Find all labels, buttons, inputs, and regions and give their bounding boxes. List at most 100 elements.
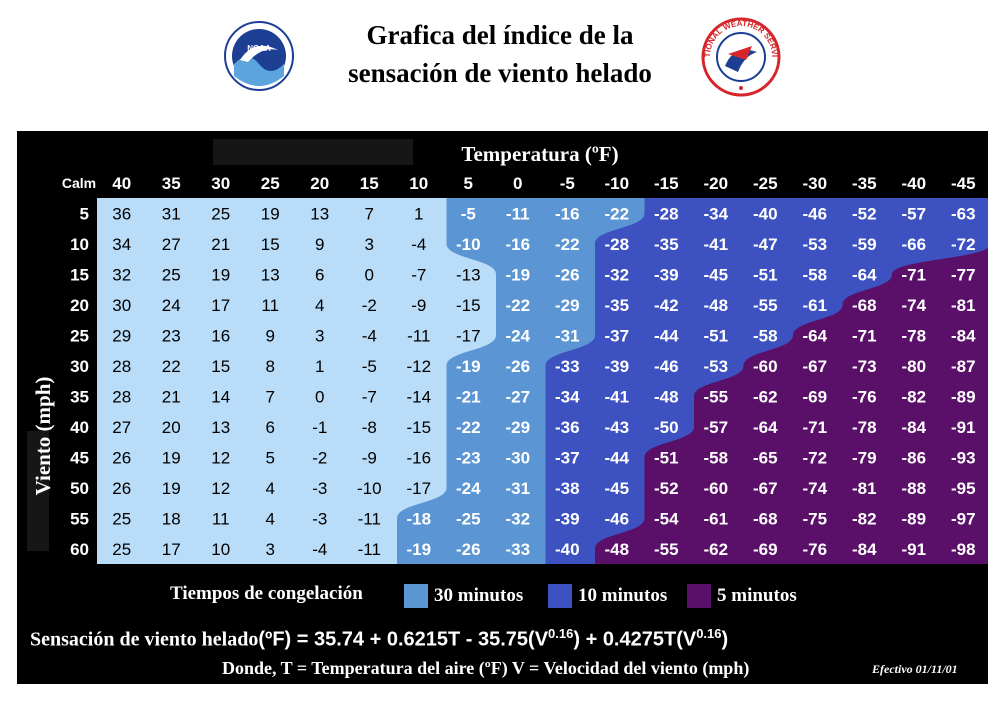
chill-value: -28 [654,204,679,223]
legend-text-10-min: 10 minutos [578,585,668,606]
chill-value: 7 [365,204,374,223]
chill-value: -50 [654,418,679,437]
chill-value: -89 [951,387,976,406]
wind-header: 45 [70,448,89,467]
chill-value: -63 [951,204,976,223]
legend-text-30-min: 30 minutos [434,585,524,606]
chill-values: 36 31 25 19 13 7 1 -5 -11 -16 -22 -28 -34 -40 -46 -52 -5… [112,204,976,559]
chill-value: -68 [753,509,778,528]
chill-value: -34 [703,204,728,223]
temperature-header: 35 [162,174,181,193]
chill-value: -8 [362,418,377,437]
chill-value: -5 [362,357,377,376]
chill-value: -57 [703,418,728,437]
wind-header: 55 [70,509,89,528]
chill-value: -16 [406,448,431,467]
chill-value: -37 [555,448,580,467]
noaa-logo: NOAA [224,21,294,91]
chill-value: -44 [654,326,679,345]
chill-value: -43 [604,418,629,437]
chill-value: -26 [456,540,481,559]
chill-value: 19 [162,479,181,498]
chill-value: 9 [315,235,324,254]
chill-value: -76 [802,540,827,559]
chill-value: -45 [703,265,728,284]
chill-value: -95 [951,479,976,498]
chill-value: 1 [315,357,324,376]
chill-value: -46 [654,357,679,376]
chill-value: -13 [456,265,481,284]
chill-value: -84 [951,326,976,345]
wind-header: 60 [70,540,89,559]
chill-value: -51 [703,326,728,345]
chill-value: 4 [266,509,275,528]
chill-value: 6 [266,418,275,437]
chill-value: 3 [315,326,324,345]
chill-value: -88 [901,479,926,498]
chill-value: -62 [753,387,778,406]
chill-value: 22 [162,357,181,376]
legend-item-10-min: 10 minutos [547,583,667,609]
chill-value: 24 [162,296,181,315]
wind-header: 20 [70,296,89,315]
legend-item-5-min: 5 minutos [686,583,797,609]
zone-band-2 [595,198,988,564]
chill-value: -67 [753,479,778,498]
chill-value: -10 [456,235,481,254]
formula-suffix: ) [721,628,729,651]
chill-value: -53 [703,357,728,376]
chill-value: -36 [555,418,580,437]
temperature-header: 5 [464,174,473,193]
chill-value: 0 [315,387,324,406]
chill-value: 19 [211,265,230,284]
chill-value: 4 [266,479,275,498]
chill-value: -18 [406,509,431,528]
wind-header: 25 [70,326,89,345]
chill-value: 3 [266,540,275,559]
chill-value: -23 [456,448,481,467]
chill-value: 13 [211,418,230,437]
chill-value: -34 [555,387,580,406]
chill-value: 0 [365,265,374,284]
chill-value: -78 [852,418,877,437]
chill-value: 6 [315,265,324,284]
chill-value: -64 [753,418,778,437]
chill-value: -9 [411,296,426,315]
chill-value: -52 [852,204,877,223]
chill-value: 8 [266,357,275,376]
chill-value: -19 [505,265,530,284]
chill-value: -31 [555,326,580,345]
chill-value: -80 [901,357,926,376]
chill-value: -14 [406,387,431,406]
wind-header: 5 [80,204,89,223]
chill-value: 27 [162,235,181,254]
legend-item-30-min: 30 minutos [403,583,523,609]
chill-value: -30 [505,448,530,467]
wind-chill-table: Temperatura (ºF) Viento (mph) Calm 40 35 3… [27,139,988,564]
chill-value: -57 [901,204,926,223]
chill-value: 31 [162,204,181,223]
chill-value: -71 [901,265,926,284]
chill-value: 7 [266,387,275,406]
chill-value: -89 [901,509,926,528]
chill-value: 21 [211,235,230,254]
wind-headers: 5 10 15 20 25 30 35 40 45 50 55 60 [70,204,89,559]
legend-swatch-10-min [547,583,573,609]
chill-value: -54 [654,509,679,528]
chill-value: -7 [362,387,377,406]
chill-value: -86 [901,448,926,467]
chill-value: -60 [753,357,778,376]
wind-chill-panel: Temperatura (ºF) Viento (mph) Calm 40 35 3… [17,131,988,684]
chill-value: -77 [951,265,976,284]
chill-value: -87 [951,357,976,376]
chill-value: -41 [703,235,728,254]
formula-prefix: Sensación de viento helado [30,628,259,651]
chill-value: -4 [411,235,426,254]
chill-value: 32 [112,265,131,284]
chill-value: -3 [312,479,327,498]
page-title: Grafica del índice de la sensación de vi… [300,16,700,92]
chill-value: -66 [901,235,926,254]
chill-value: -93 [951,448,976,467]
chill-value: -91 [901,540,926,559]
temperature-header: 15 [360,174,379,193]
